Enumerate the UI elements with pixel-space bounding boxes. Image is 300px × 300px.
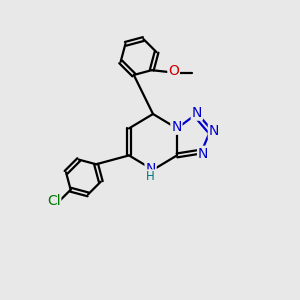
Text: N: N xyxy=(209,124,219,138)
Text: N: N xyxy=(171,120,182,134)
Text: N: N xyxy=(146,162,156,176)
Text: N: N xyxy=(192,106,202,120)
Text: H: H xyxy=(146,170,155,183)
Text: Cl: Cl xyxy=(47,194,60,208)
Text: N: N xyxy=(198,147,208,160)
Text: O: O xyxy=(168,64,179,78)
